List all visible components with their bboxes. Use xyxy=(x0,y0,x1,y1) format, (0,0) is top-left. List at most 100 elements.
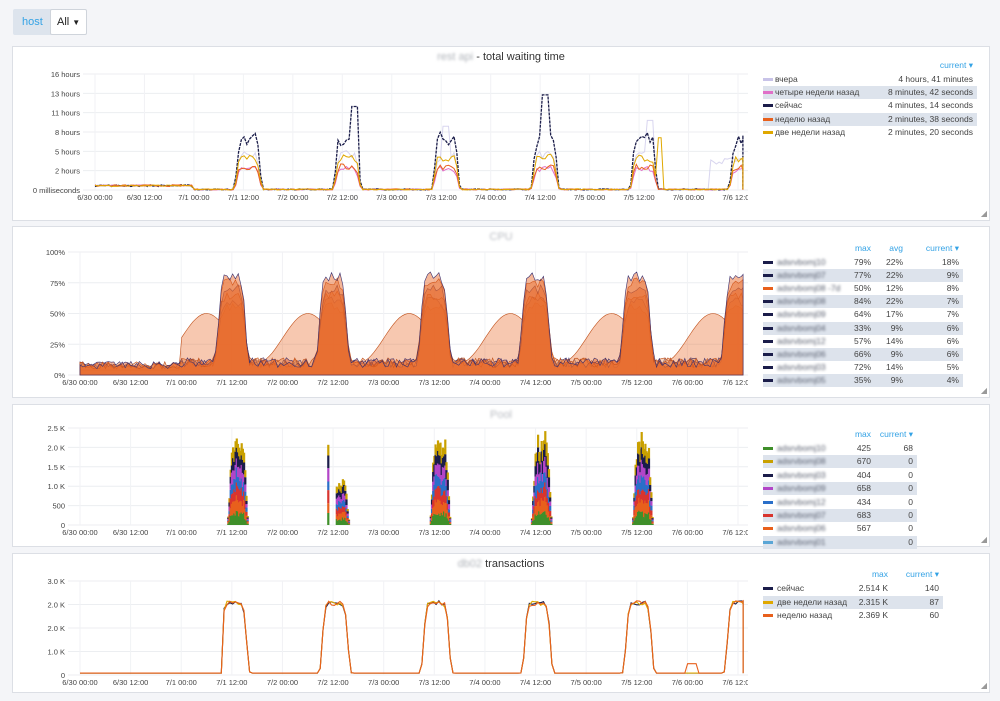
bar-segment[interactable] xyxy=(449,516,452,519)
bar-segment[interactable] xyxy=(339,497,342,502)
bar-segment[interactable] xyxy=(344,485,347,491)
legend-series-name[interactable]: adsrvbomj03 xyxy=(777,361,826,372)
bar-segment[interactable] xyxy=(539,514,542,525)
bar-segment[interactable] xyxy=(549,520,552,526)
bar-segment[interactable] xyxy=(346,509,349,512)
legend-column-header[interactable]: current ▾ xyxy=(905,569,939,579)
bar-segment[interactable] xyxy=(345,521,348,525)
bar-segment[interactable] xyxy=(240,455,243,465)
bar-segment[interactable] xyxy=(240,487,243,502)
legend-color-swatch[interactable] xyxy=(763,514,773,517)
bar-segment[interactable] xyxy=(434,514,437,525)
bar-segment[interactable] xyxy=(544,457,547,473)
bar-segment[interactable] xyxy=(235,510,238,525)
bar-segment[interactable] xyxy=(634,500,637,508)
bar-segment[interactable] xyxy=(533,513,536,520)
bar-segment[interactable] xyxy=(236,443,240,453)
bar-segment[interactable] xyxy=(639,502,642,512)
bar-segment[interactable] xyxy=(533,519,536,525)
bar-segment[interactable] xyxy=(649,506,652,514)
bar-segment[interactable] xyxy=(436,499,440,515)
legend-series-row[interactable]: две недели назад 2 minutes, 20 seconds xyxy=(763,126,977,139)
series-line[interactable] xyxy=(80,599,744,674)
bar-segment[interactable] xyxy=(543,461,546,474)
bar-segment[interactable] xyxy=(239,490,242,501)
bar-segment[interactable] xyxy=(429,515,432,517)
bar-segment[interactable] xyxy=(233,513,236,525)
bar-segment[interactable] xyxy=(433,506,436,514)
bar-segment[interactable] xyxy=(539,506,542,515)
bar-segment[interactable] xyxy=(645,484,648,495)
bar-segment[interactable] xyxy=(244,484,247,492)
bar-segment[interactable] xyxy=(327,468,330,482)
bar-segment[interactable] xyxy=(228,502,231,507)
legend-series-row[interactable]: adsrvbomj09 64% 17% 7% xyxy=(763,308,963,321)
series-line[interactable] xyxy=(94,137,744,191)
bar-segment[interactable] xyxy=(637,503,640,512)
bar-segment[interactable] xyxy=(550,520,553,522)
bar-segment[interactable] xyxy=(235,438,238,448)
bar-segment[interactable] xyxy=(338,520,341,525)
bar-segment[interactable] xyxy=(443,448,446,457)
bar-segment[interactable] xyxy=(640,490,643,500)
bar-segment[interactable] xyxy=(441,467,444,481)
bar-segment[interactable] xyxy=(338,495,341,501)
bar-segment[interactable] xyxy=(534,485,537,496)
bar-segment[interactable] xyxy=(541,493,544,501)
bar-segment[interactable] xyxy=(347,521,351,522)
legend-series-row[interactable]: вчера 4 hours, 41 minutes xyxy=(763,73,977,86)
bar-segment[interactable] xyxy=(344,490,347,496)
bar-segment[interactable] xyxy=(239,450,242,460)
bar-segment[interactable] xyxy=(238,502,241,517)
bar-segment[interactable] xyxy=(336,520,340,525)
bar-segment[interactable] xyxy=(438,464,441,478)
bar-segment[interactable] xyxy=(635,459,638,468)
bar-segment[interactable] xyxy=(445,462,448,470)
legend-series-row[interactable]: сейчас 4 minutes, 14 seconds xyxy=(763,99,977,112)
legend-series-row[interactable]: adsrvbomj07 77% 22% 9% xyxy=(763,269,963,283)
bar-segment[interactable] xyxy=(534,476,537,486)
bar-segment[interactable] xyxy=(435,456,438,466)
bar-segment[interactable] xyxy=(633,520,636,525)
bar-segment[interactable] xyxy=(443,502,446,512)
bar-segment[interactable] xyxy=(546,517,549,525)
bar-segment[interactable] xyxy=(244,509,247,520)
bar-segment[interactable] xyxy=(537,462,540,478)
legend-column-header[interactable]: current ▾ xyxy=(939,60,973,70)
bar-segment[interactable] xyxy=(540,498,543,514)
bar-segment[interactable] xyxy=(541,481,544,494)
bar-segment[interactable] xyxy=(637,442,640,454)
bar-segment[interactable] xyxy=(434,489,437,500)
resize-handle-icon[interactable]: ◢ xyxy=(980,681,987,690)
bar-segment[interactable] xyxy=(445,495,448,503)
bar-segment[interactable] xyxy=(341,493,344,501)
bar-segment[interactable] xyxy=(544,511,547,525)
bar-segment[interactable] xyxy=(649,513,652,520)
bar-segment[interactable] xyxy=(245,511,248,516)
bar-segment[interactable] xyxy=(233,461,236,471)
bar-segment[interactable] xyxy=(229,508,232,516)
bar-segment[interactable] xyxy=(243,512,246,525)
bar-segment[interactable] xyxy=(546,453,549,466)
bar-segment[interactable] xyxy=(241,487,244,496)
bar-segment[interactable] xyxy=(438,513,441,525)
bar-segment[interactable] xyxy=(344,506,347,513)
bar-segment[interactable] xyxy=(229,476,232,484)
bar-segment[interactable] xyxy=(243,452,246,463)
bar-segment[interactable] xyxy=(241,496,244,506)
bar-segment[interactable] xyxy=(632,518,635,520)
bar-segment[interactable] xyxy=(533,485,536,493)
bar-segment[interactable] xyxy=(435,447,438,457)
bar-segment[interactable] xyxy=(449,522,452,524)
bar-segment[interactable] xyxy=(547,496,551,503)
bar-segment[interactable] xyxy=(439,488,442,501)
bar-segment[interactable] xyxy=(449,518,452,520)
legend-series-row[interactable]: четыре недели назад 8 minutes, 42 seconds xyxy=(763,86,977,100)
bar-segment[interactable] xyxy=(638,454,641,466)
bar-segment[interactable] xyxy=(440,484,443,497)
bar-segment[interactable] xyxy=(538,474,541,484)
bar-segment[interactable] xyxy=(346,517,349,520)
legend-color-swatch[interactable] xyxy=(763,261,773,264)
bar-segment[interactable] xyxy=(246,523,249,525)
bar-segment[interactable] xyxy=(634,464,637,476)
